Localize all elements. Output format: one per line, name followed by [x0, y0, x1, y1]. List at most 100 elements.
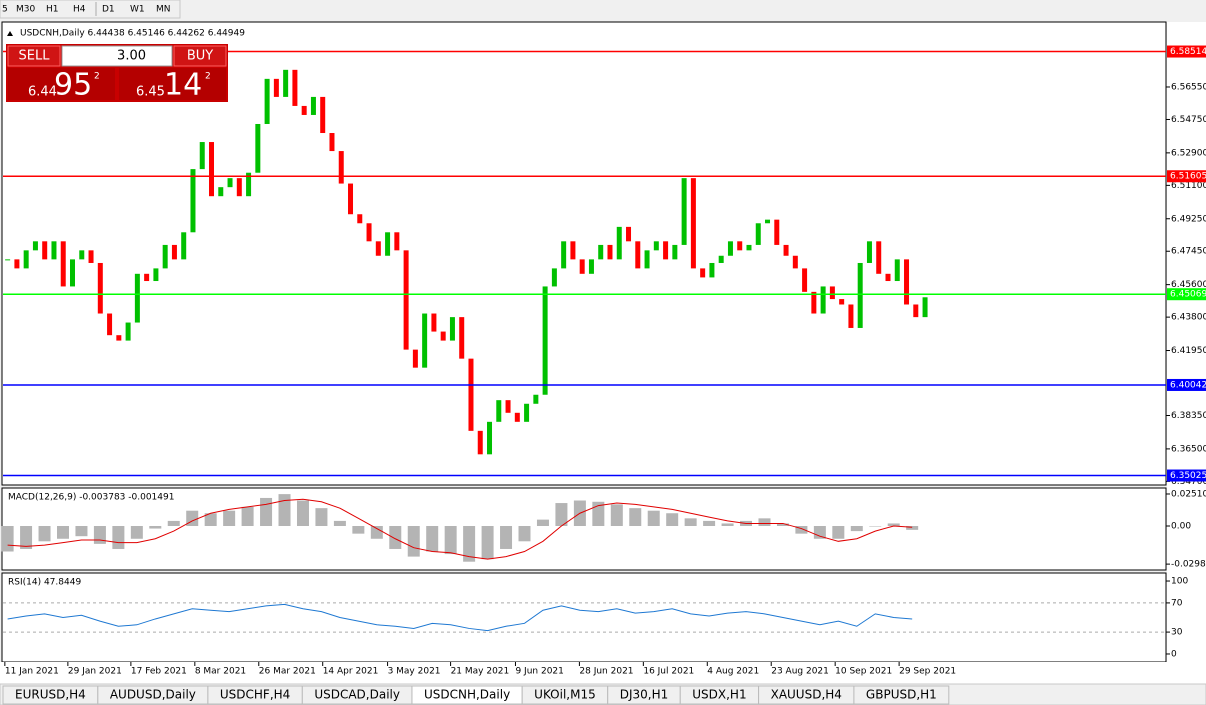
candle — [663, 241, 669, 260]
candle — [348, 183, 354, 215]
macd-bar — [795, 526, 808, 534]
timeframe-button[interactable]: H1 — [46, 5, 59, 15]
macd-bar — [536, 519, 549, 527]
y-tick-label: 6.45600 — [1171, 280, 1206, 290]
symbol-tab-label[interactable]: AUDUSD,Daily — [110, 688, 196, 702]
candle — [653, 241, 659, 251]
candle — [644, 250, 650, 269]
y-tick-label: 6.47450 — [1171, 247, 1206, 257]
macd-bar — [813, 526, 826, 539]
candle — [394, 232, 400, 251]
candle — [51, 241, 57, 260]
candle — [134, 273, 140, 323]
title-arrow — [7, 31, 13, 36]
x-tick-label: 14 Apr 2021 — [323, 667, 379, 677]
symbol-tab-label[interactable]: XAUUSD,H4 — [771, 688, 842, 702]
y-tick-label: 6.54750 — [1171, 115, 1206, 125]
symbol-tab-label[interactable]: USDCHF,H4 — [220, 688, 290, 702]
level-tag — [1167, 170, 1206, 183]
y-tick-label: 0 — [1171, 649, 1177, 659]
candle — [570, 241, 576, 260]
candle — [922, 297, 928, 318]
macd-bar — [389, 526, 402, 549]
macd-bar — [370, 526, 383, 539]
bid-box[interactable] — [8, 68, 115, 100]
candle — [524, 403, 530, 422]
macd-bar — [112, 526, 125, 549]
lots-input[interactable] — [61, 45, 173, 67]
candle — [88, 250, 94, 263]
level-tag — [1167, 45, 1206, 58]
candle — [273, 78, 279, 97]
timeframe-button[interactable]: M30 — [16, 5, 35, 15]
candle — [181, 232, 187, 260]
candle — [144, 273, 150, 282]
buy-button[interactable] — [173, 45, 227, 67]
candle — [709, 262, 715, 278]
macd-bar — [832, 526, 845, 539]
macd-bar — [149, 526, 162, 529]
candle — [626, 226, 632, 242]
candle — [829, 286, 835, 300]
macd-bar — [167, 520, 180, 527]
candle — [468, 358, 474, 431]
timeframe-button[interactable]: H4 — [73, 5, 86, 15]
candle — [116, 335, 122, 341]
candle — [551, 268, 557, 287]
macd-bar — [204, 513, 217, 527]
macd-bar — [75, 526, 88, 537]
candle — [839, 299, 845, 305]
sell-label[interactable]: SELL — [19, 49, 51, 64]
candle — [885, 273, 891, 282]
lots-value[interactable]: 3.00 — [117, 49, 146, 64]
candle — [449, 317, 455, 341]
level-label: 6.51605 — [1170, 172, 1206, 182]
y-tick-label: 0.00 — [1171, 522, 1191, 532]
level-tag — [1167, 469, 1206, 482]
sell-button[interactable] — [7, 45, 61, 67]
y-tick-label: -0.02988 — [1171, 560, 1206, 570]
macd-bar — [666, 513, 679, 527]
timeframe-button[interactable]: 5 — [2, 5, 8, 15]
macd-bar — [869, 526, 882, 527]
symbol-tab-label[interactable]: USDCNH,Daily — [424, 688, 510, 702]
symbol-tab-label[interactable]: USDX,H1 — [692, 688, 746, 702]
symbol-tab-label[interactable]: EURUSD,H4 — [15, 688, 86, 702]
timeframe-button[interactable]: MN — [156, 5, 171, 15]
symbol-tab-label[interactable]: USDCAD,Daily — [314, 688, 400, 702]
x-tick-label: 29 Jan 2021 — [68, 667, 122, 677]
y-tick-label: 70 — [1171, 598, 1183, 608]
symbol-tab[interactable] — [853, 685, 950, 705]
macd-bar — [130, 526, 143, 539]
candle — [283, 69, 289, 97]
candle — [385, 232, 391, 256]
candle — [718, 255, 724, 263]
candle — [533, 394, 539, 404]
timeframe-button[interactable]: W1 — [130, 5, 145, 15]
one-click-trading: SELL 3.00 BUY 6.44 95 2 6.45 14 2 — [6, 44, 228, 103]
candle — [97, 262, 103, 314]
macd-bar — [444, 526, 457, 555]
symbol-tab-label[interactable]: DJ30,H1 — [620, 688, 669, 702]
candle — [329, 133, 335, 152]
candle — [162, 244, 168, 269]
panel-title: USDCNH,Daily 6.44438 6.45146 6.44262 6.4… — [20, 29, 245, 39]
macd-bar — [333, 520, 346, 527]
timeframe-button[interactable]: D1 — [102, 5, 115, 15]
symbol-tab-label[interactable]: GBPUSD,H1 — [866, 688, 937, 702]
candle — [107, 313, 113, 336]
buy-label[interactable]: BUY — [187, 49, 213, 64]
candle — [292, 69, 298, 106]
y-tick-label: 6.49250 — [1171, 214, 1206, 224]
candle — [366, 223, 372, 242]
macd-bar — [352, 526, 365, 534]
ask-box[interactable] — [119, 68, 226, 100]
candle — [876, 241, 882, 274]
x-tick-label: 10 Sep 2021 — [835, 667, 892, 677]
macd-bar — [223, 510, 236, 527]
panel-title: RSI(14) 47.8449 — [8, 578, 81, 588]
symbol-tab-label[interactable]: UKOil,M15 — [534, 688, 596, 702]
candle — [440, 331, 446, 341]
x-tick-label: 9 Jun 2021 — [515, 667, 563, 677]
candle — [542, 286, 548, 395]
